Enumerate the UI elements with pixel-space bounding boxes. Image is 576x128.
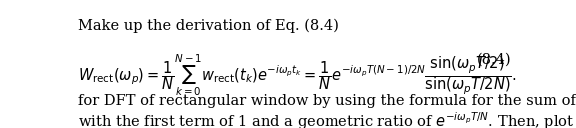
Text: $W_{\rm rect}(\omega_p) = \dfrac{1}{N}\sum_{k=0}^{N-1}w_{\rm rect}(t_k)e^{-i\ome: $W_{\rm rect}(\omega_p) = \dfrac{1}{N}\s… — [78, 53, 517, 98]
Text: with the first term of 1 and a geometric ratio of $e^{-i\omega_p T/N}$. Then, pl: with the first term of 1 and a geometric… — [78, 110, 576, 128]
Text: Make up the derivation of Eq. (8.4): Make up the derivation of Eq. (8.4) — [78, 18, 339, 33]
Text: (8.4): (8.4) — [477, 53, 511, 67]
Text: for DFT of rectangular window by using the formula for the sum of a geometrical : for DFT of rectangular window by using t… — [78, 94, 576, 108]
